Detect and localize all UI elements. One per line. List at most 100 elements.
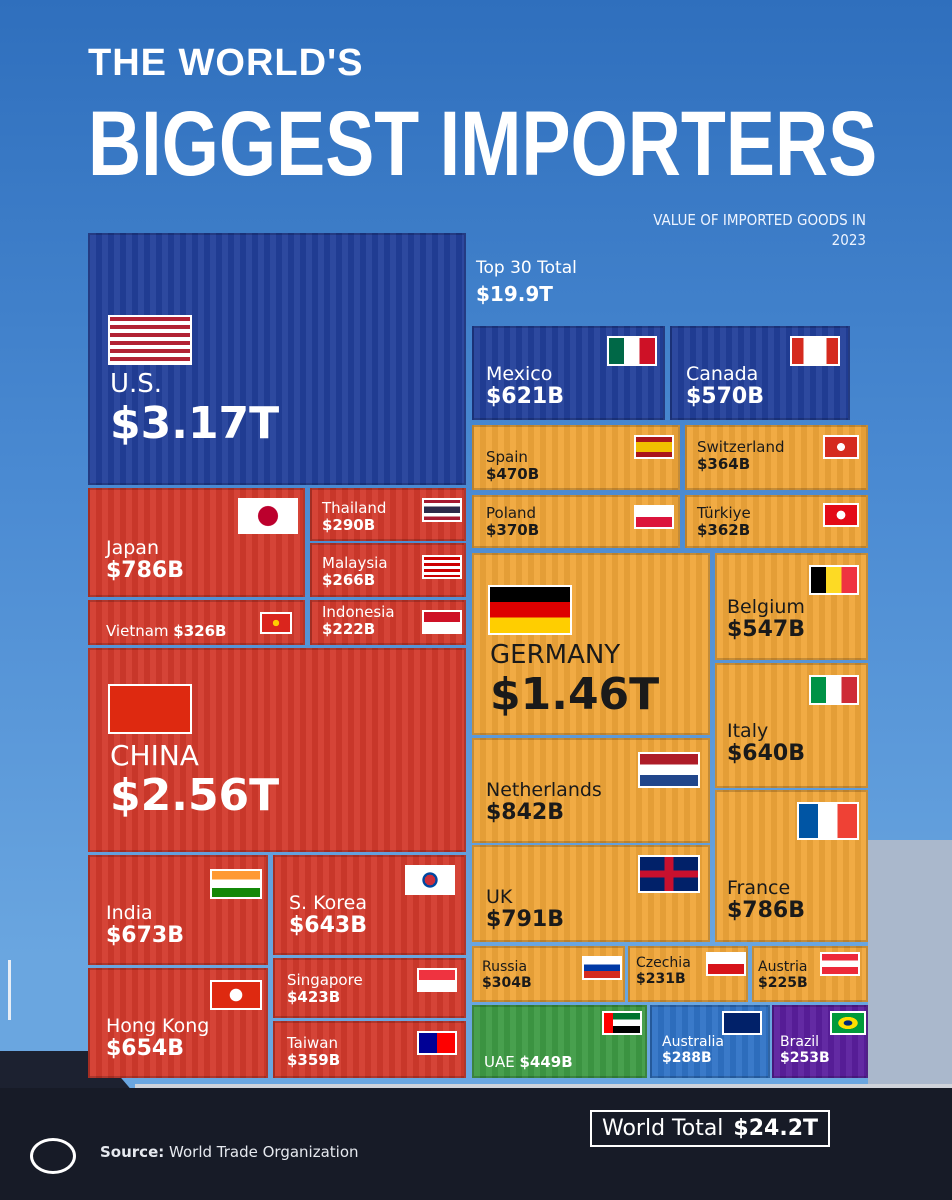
title-line-2: BIGGEST IMPORTERS	[88, 93, 878, 195]
flag-th-icon	[424, 500, 460, 520]
import-value: $786B	[727, 898, 805, 924]
country-name: S. Korea	[289, 892, 368, 914]
tile-label: Hong Kong $654B	[106, 1015, 209, 1062]
title-line-1: THE WORLD'S	[88, 42, 364, 84]
country-name: Italy	[727, 720, 769, 742]
import-value: $654B	[106, 1036, 184, 1062]
world-total-value: $24.2T	[733, 1116, 819, 1141]
treemap-tile-us: U.S. $3.17T	[88, 233, 466, 485]
import-value: $2.56T	[110, 770, 280, 822]
country-name: UK	[486, 886, 513, 908]
treemap-tile-pl: Poland $370B	[472, 495, 680, 548]
flag-sg-icon	[419, 970, 455, 990]
treemap-tile-tw: Taiwan $359B	[273, 1021, 466, 1078]
flag-us-icon	[110, 317, 190, 363]
treemap-tile-tr: Türkiye $362B	[685, 495, 868, 548]
tile-label: Netherlands $842B	[486, 779, 602, 826]
ship-deck-rail	[135, 1084, 952, 1088]
visual-capitalist-logo-icon	[30, 1138, 76, 1174]
treemap-tile-jp: Japan $786B	[88, 488, 305, 597]
flag-pl-icon	[636, 507, 672, 527]
country-name: Belgium	[727, 596, 805, 618]
tile-label: Singapore $423B	[287, 972, 363, 1006]
treemap-tile-my: Malaysia $266B	[310, 543, 466, 597]
import-value: $786B	[106, 558, 184, 584]
top30-value: $19.9T	[476, 282, 553, 306]
top30-label: Top 30 Total	[476, 258, 577, 278]
import-value: $640B	[727, 741, 805, 767]
flag-ru-icon	[584, 958, 620, 978]
country-name: Singapore	[287, 971, 363, 989]
flag-cz-icon	[708, 954, 744, 974]
flag-au-icon	[724, 1013, 760, 1033]
country-name: U.S.	[110, 369, 163, 399]
import-value: $3.17T	[110, 398, 280, 450]
top30-total: Top 30 Total $19.9T	[476, 258, 577, 306]
country-name: Vietnam	[106, 622, 174, 640]
treemap-tile-de: GERMANY $1.46T	[472, 553, 710, 735]
treemap-tile-ch: Switzerland $364B	[685, 425, 868, 490]
treemap-tile-kr: S. Korea $643B	[273, 855, 466, 955]
treemap-tile-it: Italy $640B	[715, 663, 868, 788]
country-name: CHINA	[110, 739, 199, 772]
world-total-label: World Total	[602, 1116, 724, 1141]
treemap-tile-fr: France $786B	[715, 790, 868, 942]
import-value: $423B	[287, 987, 341, 1006]
flag-ch-icon	[825, 437, 857, 457]
import-value: $266B	[322, 570, 376, 589]
import-value: $326B	[173, 622, 227, 640]
treemap-tile-gb: UK $791B	[472, 845, 710, 942]
treemap-tile-ae: UAE $449B	[472, 1005, 647, 1078]
import-value: $547B	[727, 617, 805, 643]
treemap-tile-au: Australia $288B	[650, 1005, 770, 1078]
import-value: $621B	[486, 384, 564, 410]
import-value: $842B	[486, 800, 564, 826]
tile-label: Poland $370B	[486, 505, 539, 539]
treemap-tile-es: Spain $470B	[472, 425, 680, 490]
source-note: Source: World Trade Organization	[100, 1143, 359, 1161]
import-value: $290B	[322, 515, 376, 534]
tile-label: Japan $786B	[106, 537, 184, 584]
tile-label: Australia $288B	[662, 1034, 724, 1066]
tile-label: Belgium $547B	[727, 596, 805, 643]
flag-fr-icon	[799, 804, 857, 838]
flag-jp-icon	[240, 500, 296, 532]
tile-label: Austria $225B	[758, 959, 808, 991]
import-value: $253B	[780, 1049, 830, 1066]
import-value: $359B	[287, 1050, 341, 1069]
treemap-tile-id: Indonesia $222B	[310, 600, 466, 645]
tile-label: Italy $640B	[727, 720, 805, 767]
tile-label: Mexico $621B	[486, 363, 564, 410]
crane-mast	[8, 960, 11, 1020]
ship-hull-right	[868, 840, 952, 1088]
tile-label: France $786B	[727, 877, 805, 924]
country-name: Taiwan	[287, 1034, 339, 1052]
flag-cn-icon	[110, 686, 190, 732]
flag-tr-icon	[825, 505, 857, 525]
tile-label: Malaysia $266B	[322, 555, 388, 589]
treemap-tile-ca: Canada $570B	[670, 326, 850, 420]
treemap-tile-hk: Hong Kong $654B	[88, 968, 268, 1078]
import-value: $222B	[322, 619, 376, 638]
tile-label: Spain $470B	[486, 449, 539, 483]
flag-be-icon	[811, 567, 857, 593]
tile-label: Thailand $290B	[322, 500, 386, 534]
flag-kr-icon	[407, 867, 453, 893]
import-value: $225B	[758, 974, 808, 991]
tile-label: Türkiye $362B	[697, 505, 751, 539]
tile-label: Brazil $253B	[780, 1034, 830, 1066]
treemap-tile-cz: Czechia $231B	[628, 946, 748, 1002]
footer-bar	[0, 1088, 952, 1200]
country-name: France	[727, 877, 791, 899]
country-name: Indonesia	[322, 603, 395, 621]
import-value: $570B	[686, 384, 764, 410]
flag-it-icon	[811, 677, 857, 703]
treemap-tile-mx: Mexico $621B	[472, 326, 665, 420]
country-name: India	[106, 902, 153, 924]
country-name: Spain	[486, 448, 528, 466]
country-name: Japan	[106, 537, 159, 559]
import-value: $673B	[106, 923, 184, 949]
flag-ae-icon	[604, 1013, 640, 1033]
flag-vn-icon	[262, 614, 290, 632]
import-value: $470B	[486, 464, 540, 483]
